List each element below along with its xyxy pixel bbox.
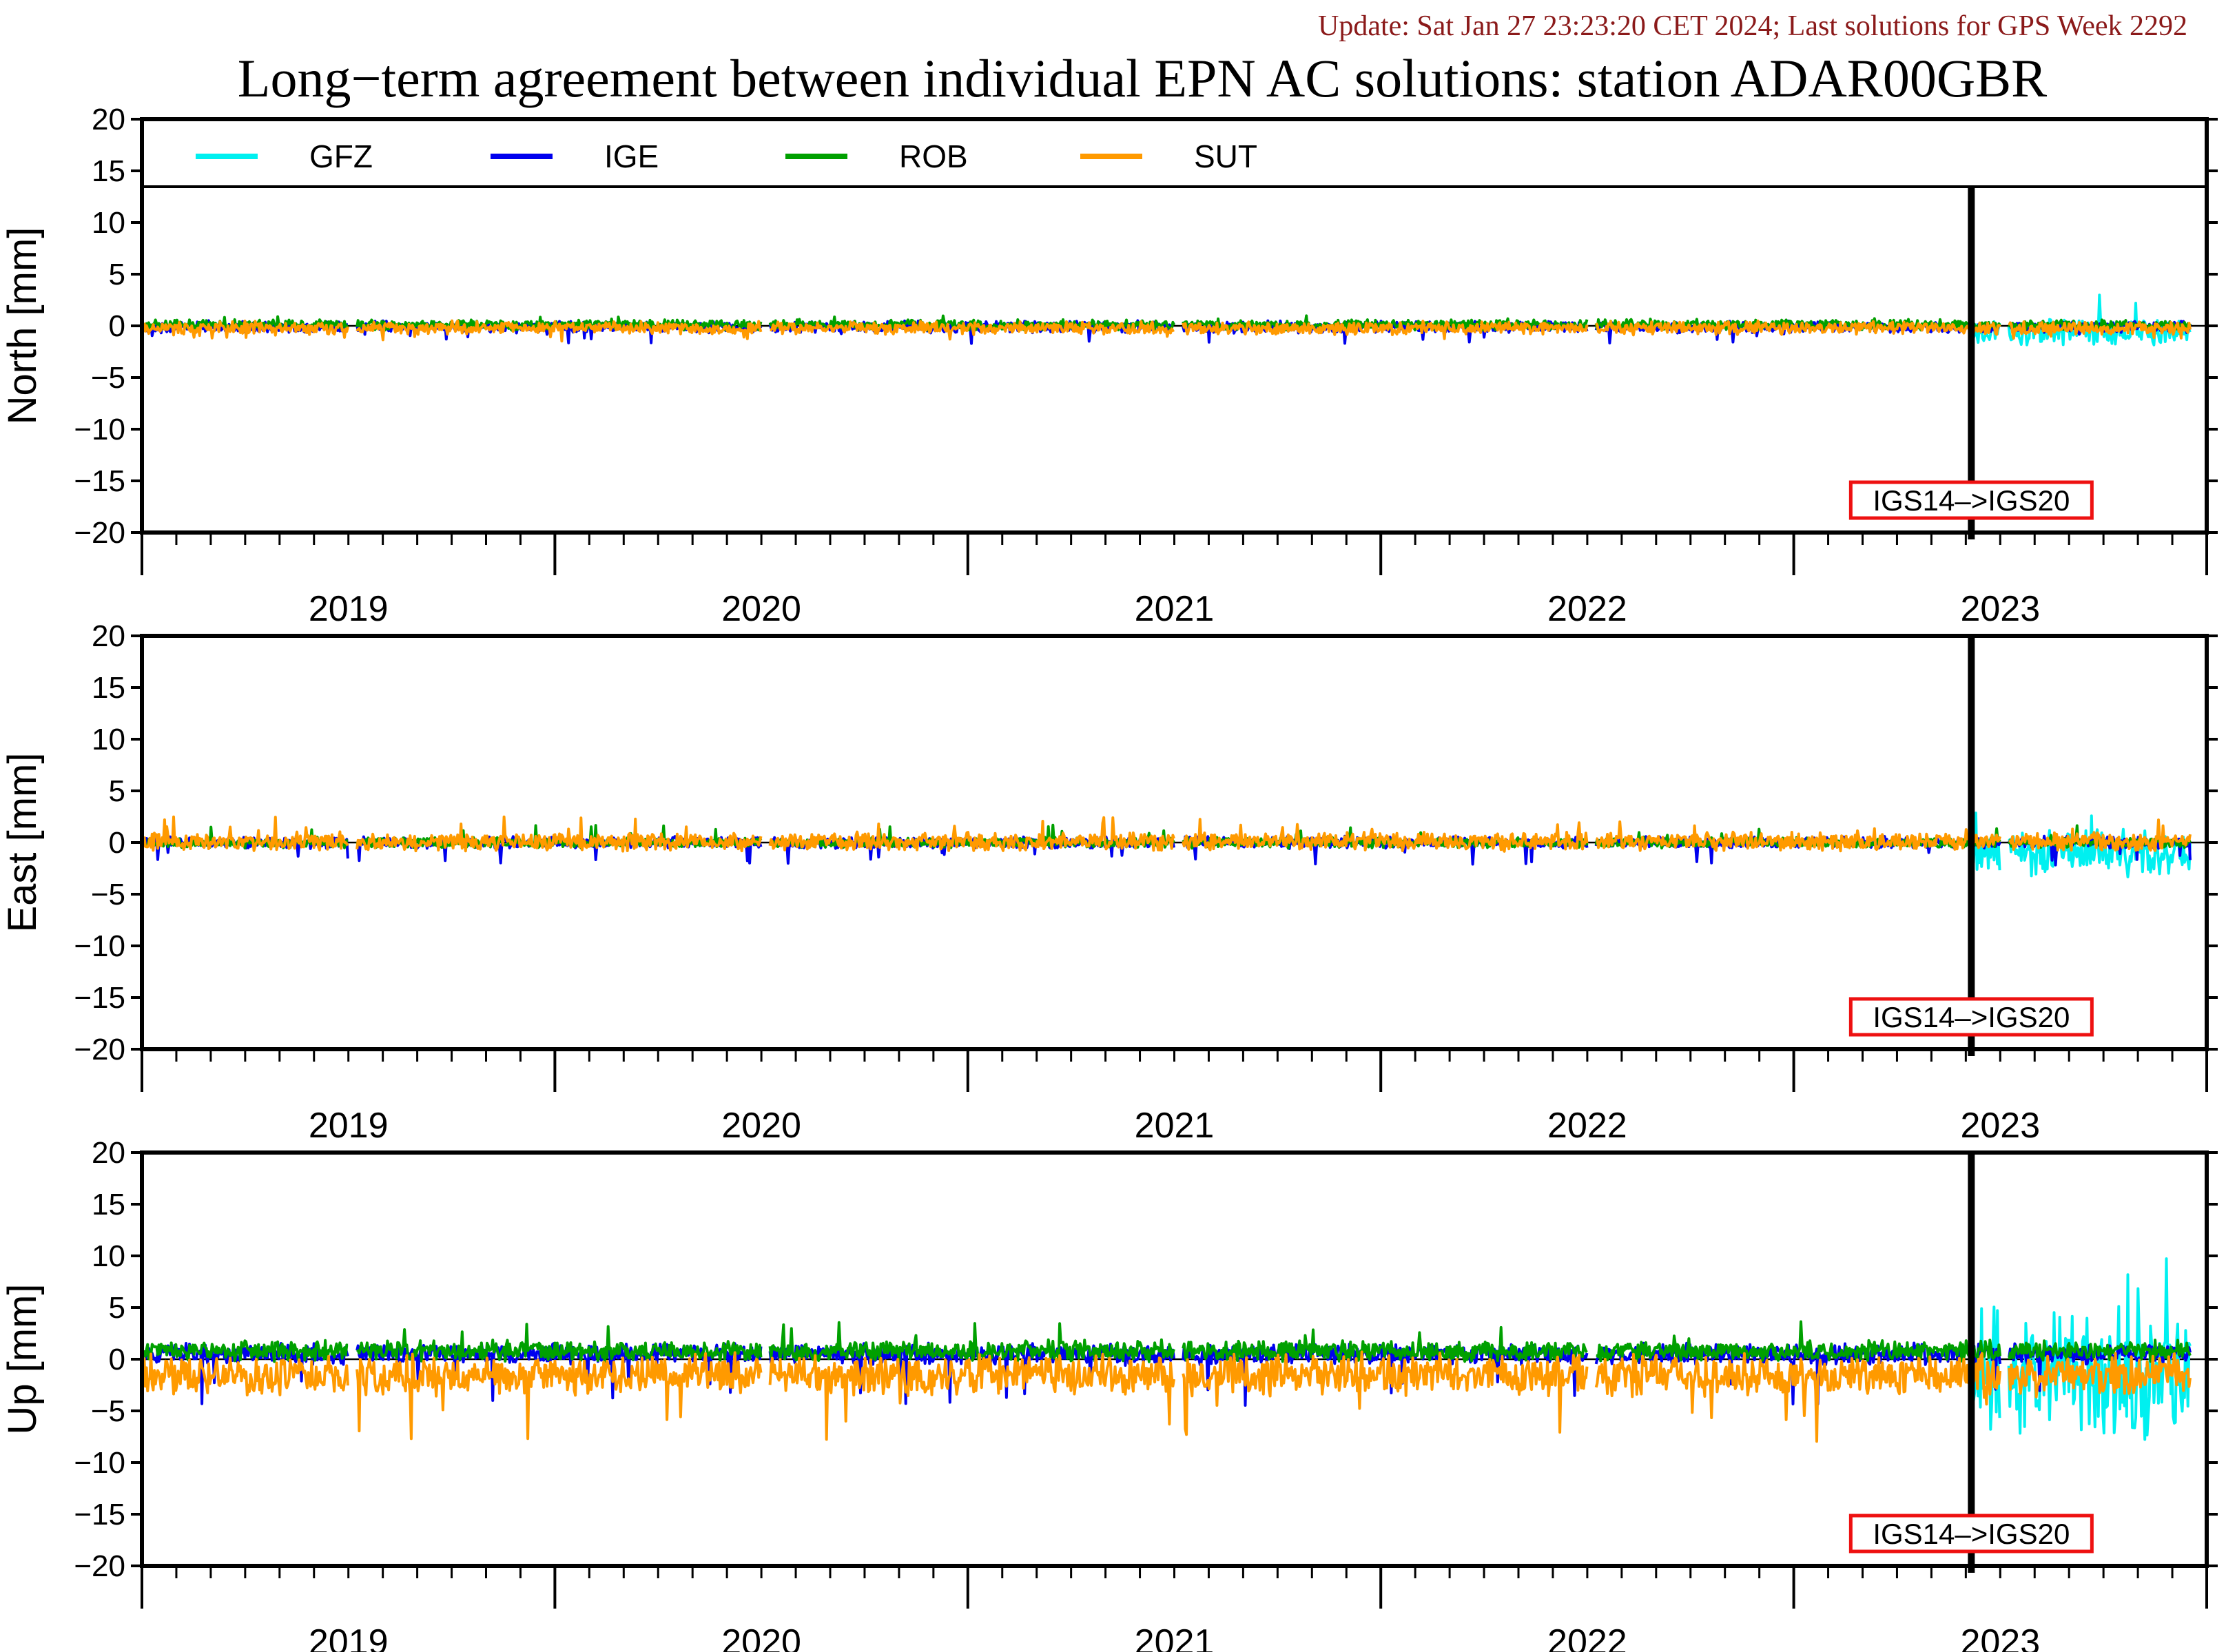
series-group [143,1257,2192,1443]
frame-change-label: IGS14–>IGS20 [1873,1001,2070,1033]
series-group [143,293,2192,347]
legend-bg [142,119,2207,187]
x-tick-label: 2021 [1135,589,1215,629]
x-tick-label: 2019 [309,589,389,629]
y-axis-label: Up [mm] [0,1283,45,1434]
panel-frame [140,634,2209,1051]
y-tick-label: 20 [92,103,125,136]
y-tick-label: −15 [74,981,125,1015]
x-tick-label: 2021 [1135,1622,1215,1652]
frame-change-label: IGS14–>IGS20 [1873,1518,2070,1550]
y-tick-label: −10 [74,413,125,446]
panel-2: 20 15 10 5 0 −5 −10 −15 −20 Up [mm] 2019 2020 2021 20… [0,1136,2218,1652]
series-rob [143,1320,2192,1363]
y-tick-label: 5 [109,1291,125,1325]
panel-frame [140,117,2209,535]
y-tick-label: −5 [91,878,125,911]
legend-label-gfz: GFZ [309,138,373,174]
y-tick-label: −10 [74,929,125,963]
y-tick-label: 20 [92,1136,125,1170]
y-tick-label: 0 [109,309,125,343]
y-tick-label: 20 [92,619,125,653]
y-tick-label: 5 [109,774,125,808]
y-tick-label: 10 [92,723,125,756]
frame-change-box [1848,1514,2094,1553]
series-sut [143,319,2192,343]
panel-frame [140,1150,2209,1568]
y-tick-label: 15 [92,1188,125,1221]
y-tick-label: 10 [92,206,125,240]
y-tick-label: −15 [74,464,125,498]
y-axis-label: North [mm] [0,227,45,425]
update-text: Update: Sat Jan 27 23:23:20 CET 2024; La… [1318,10,2187,42]
x-tick-label: 2023 [1960,589,2040,629]
chart-title: Long−term agreement between individual E… [238,48,2047,108]
series-sut [143,815,2192,853]
panel-1: 20 15 10 5 0 −5 −10 −15 −20 East [mm] 2019 2020 2021… [0,619,2218,1146]
legend-label-rob: ROB [899,138,968,174]
y-tick-label: −20 [74,1549,125,1583]
y-tick-label: 15 [92,154,125,188]
y-tick-label: 15 [92,671,125,705]
x-tick-label: 2021 [1135,1106,1215,1146]
y-tick-label: 0 [109,826,125,860]
x-tick-label: 2020 [721,1622,801,1652]
x-tick-label: 2022 [1547,1622,1627,1652]
series-gfz [1970,293,2192,347]
legend-label-sut: SUT [1194,138,1257,174]
x-tick-label: 2023 [1960,1106,2040,1146]
y-tick-label: 0 [109,1343,125,1376]
legend-label-ige: IGE [604,138,659,174]
x-tick-label: 2022 [1547,589,1627,629]
x-tick-label: 2023 [1960,1622,2040,1652]
x-tick-label: 2020 [721,1106,801,1146]
panel-0: 20 15 10 5 0 −5 −10 −15 −20 North [mm] 2019 2020 202… [0,103,2218,629]
y-tick-label: −15 [74,1498,125,1531]
y-tick-label: 5 [109,258,125,291]
y-tick-label: −10 [74,1446,125,1480]
y-tick-label: −20 [74,516,125,550]
y-tick-label: −20 [74,1033,125,1066]
y-tick-label: 10 [92,1239,125,1273]
x-tick-label: 2019 [309,1106,389,1146]
frame-change-box [1848,997,2094,1037]
series-group [143,812,2192,878]
x-tick-label: 2019 [309,1622,389,1652]
y-tick-label: −5 [91,361,125,395]
series-sut [143,1350,2192,1443]
frame-change-label: IGS14–>IGS20 [1873,484,2070,517]
x-tick-label: 2020 [721,589,801,629]
x-tick-label: 2022 [1547,1106,1627,1146]
y-axis-label: East [mm] [0,752,45,932]
y-tick-label: −5 [91,1394,125,1428]
frame-change-box [1848,480,2094,520]
